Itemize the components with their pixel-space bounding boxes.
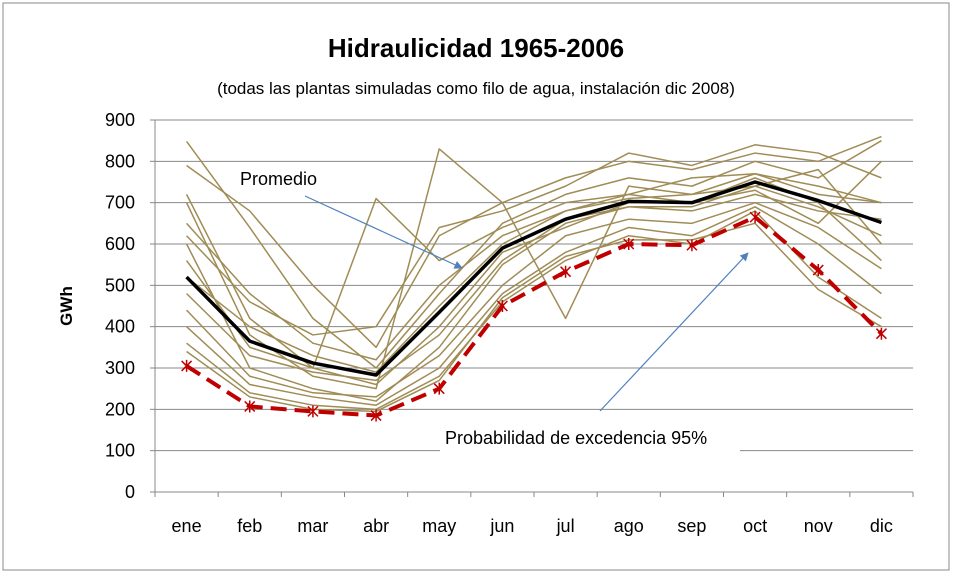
x-tick-label: dic <box>870 516 893 536</box>
series-marker <box>749 211 761 224</box>
x-tick-label: abr <box>363 516 389 536</box>
y-axis-title: GWh <box>57 286 76 326</box>
x-tick-label: sep <box>677 516 706 536</box>
series-marker <box>307 405 319 418</box>
y-tick-label: 300 <box>105 358 135 378</box>
series-marker <box>244 400 256 413</box>
series-marker <box>433 382 445 395</box>
series-marker <box>875 327 887 340</box>
y-tick-label: 600 <box>105 234 135 254</box>
series-marker <box>496 300 508 312</box>
y-tick-label: 0 <box>125 482 135 502</box>
x-tick-label: may <box>422 516 456 536</box>
x-tick-label: feb <box>237 516 262 536</box>
series-line <box>185 215 883 418</box>
chart-border <box>2 2 950 571</box>
series-line <box>186 210 882 411</box>
series-marker <box>686 239 698 252</box>
series-line <box>185 185 882 402</box>
x-tick-label: jul <box>556 516 575 536</box>
x-tick-label: ene <box>172 516 202 536</box>
y-tick-label: 400 <box>105 317 135 337</box>
y-tick-label: 200 <box>105 399 135 419</box>
series-marker <box>370 409 382 422</box>
series-line <box>185 140 882 369</box>
annotation: Promedio <box>240 169 317 189</box>
y-tick-label: 500 <box>105 275 135 295</box>
series-line <box>186 135 882 349</box>
x-tick-label: oct <box>743 516 767 536</box>
series-marker <box>181 359 193 372</box>
x-tick-label: jun <box>489 516 514 536</box>
x-tick-label: mar <box>297 516 328 536</box>
series-line <box>185 180 882 377</box>
annotation-arrow <box>599 252 749 412</box>
series-marker <box>812 264 824 277</box>
x-tick-label: nov <box>804 516 833 536</box>
y-tick-label: 100 <box>105 441 135 461</box>
annotation-bg <box>440 422 740 452</box>
y-tick-label: 800 <box>105 151 135 171</box>
series-marker <box>560 265 572 278</box>
y-tick-label: 900 <box>105 110 135 130</box>
annotation-arrow <box>304 195 463 269</box>
series-line <box>186 172 882 373</box>
series-line <box>186 193 882 382</box>
series-marker <box>623 238 635 250</box>
series-line <box>186 201 882 398</box>
series-line <box>186 144 882 336</box>
series-line <box>186 160 882 361</box>
series-line <box>186 206 882 406</box>
x-tick-label: ago <box>614 516 644 536</box>
annotation-bg <box>236 162 352 192</box>
series-line <box>186 222 882 413</box>
y-tick-label: 700 <box>105 193 135 213</box>
chart-subtitle: (todas las plantas simuladas como filo d… <box>217 79 735 98</box>
chart-title: Hidraulicidad 1965-2006 <box>328 33 624 63</box>
annotation: Probabilidad de excedencia 95% <box>445 428 707 448</box>
